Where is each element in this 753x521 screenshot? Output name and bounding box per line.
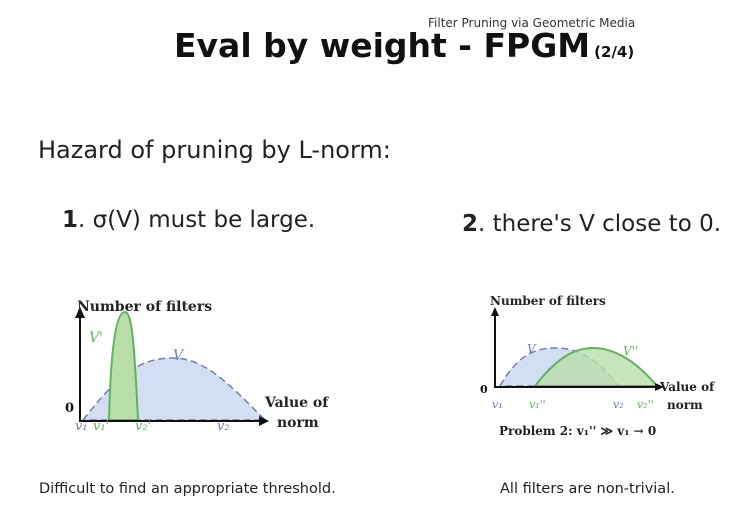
origin-label: 0 <box>480 383 488 396</box>
x-axis-arrow <box>259 416 269 426</box>
y-axis-arrow <box>75 307 85 318</box>
y-axis-label: Number of filters <box>77 299 212 315</box>
curve-v-label: V <box>527 342 537 356</box>
problem-2-label: Problem 2: v₁'' ≫ v₁ → 0 <box>499 424 656 438</box>
figure-1-caption: Difficult to find an appropriate thresho… <box>39 481 336 497</box>
tick-v2-prime: v₂' <box>135 419 151 434</box>
point-2-number: 2 <box>462 211 479 237</box>
slide-part-number: (2/4) <box>594 43 635 61</box>
origin-label: 0 <box>65 401 74 416</box>
x-axis-label-line-1: Value of <box>659 380 715 394</box>
curve-v-label: V <box>173 348 185 364</box>
curve-v-prime-area <box>107 310 140 421</box>
section-heading: Hazard of pruning by L-norm: <box>38 136 391 164</box>
y-axis-label: Number of filters <box>490 294 606 308</box>
curve-v-double-prime-label: V'' <box>623 344 638 358</box>
x-axis-label-line-2: norm <box>277 415 319 431</box>
point-1: 1. σ(V) must be large. <box>62 207 315 233</box>
tick-v2: v₂ <box>613 398 624 411</box>
figure-1-distribution-diagram: Number of filters V' V 0 Value of norm v… <box>65 299 329 434</box>
tick-v1: v₁ <box>75 419 88 434</box>
figure-2-caption: All filters are non-trivial. <box>500 481 675 497</box>
point-1-number: 1 <box>62 207 79 233</box>
presentation-subtitle: Filter Pruning via Geometric Media <box>428 16 636 30</box>
tick-v1-prime: v₁' <box>93 419 109 434</box>
point-2: 2. there's V close to 0. <box>462 211 721 237</box>
x-axis-label-line-2: norm <box>667 398 703 412</box>
y-axis-arrow <box>491 307 499 316</box>
x-axis-arrow <box>655 383 664 391</box>
slide-title-text: Eval by weight - FPGM <box>174 26 591 65</box>
figure-2-distribution-diagram: Number of filters V V'' 0 Value of norm … <box>480 294 715 438</box>
tick-v2: v₂ <box>217 419 230 434</box>
x-axis-label-line-1: Value of <box>264 395 329 411</box>
point-2-text: . there's V close to 0. <box>478 211 722 237</box>
tick-v1-double-prime: v₁'' <box>529 398 546 411</box>
tick-v2-double-prime: v₂'' <box>637 398 654 411</box>
curve-v-prime-label: V' <box>89 330 103 346</box>
point-1-text: . σ(V) must be large. <box>78 207 316 233</box>
slide-title: Eval by weight - FPGM (2/4) <box>174 26 634 65</box>
curve-v-double-prime-area <box>532 346 660 387</box>
tick-v1: v₁ <box>492 398 503 411</box>
